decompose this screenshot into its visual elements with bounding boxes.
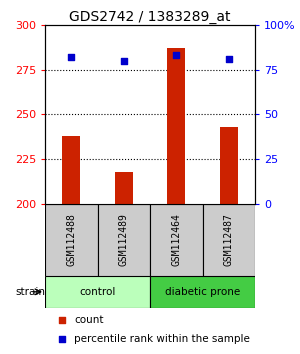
Bar: [98, 204, 150, 275]
Text: strain: strain: [15, 287, 45, 297]
Text: percentile rank within the sample: percentile rank within the sample: [74, 333, 250, 344]
Point: [121, 58, 126, 63]
Point: [174, 52, 179, 58]
Bar: [150, 204, 202, 275]
Point: [59, 317, 64, 323]
Point: [69, 54, 74, 60]
Text: GSM112489: GSM112489: [119, 213, 129, 266]
Point: [59, 336, 64, 342]
Bar: [45, 204, 98, 275]
Text: GSM112488: GSM112488: [66, 213, 76, 266]
Bar: [150, 275, 255, 308]
Bar: [45, 275, 150, 308]
Bar: [167, 48, 185, 204]
Bar: [202, 204, 255, 275]
Text: count: count: [74, 315, 104, 325]
Text: diabetic prone: diabetic prone: [165, 287, 240, 297]
Text: GSM112487: GSM112487: [224, 213, 234, 266]
Bar: [115, 172, 133, 204]
Text: GSM112464: GSM112464: [171, 213, 181, 266]
Title: GDS2742 / 1383289_at: GDS2742 / 1383289_at: [69, 10, 231, 24]
Bar: [62, 136, 80, 204]
Text: control: control: [79, 287, 116, 297]
Point: [226, 56, 231, 62]
Bar: [220, 127, 238, 204]
